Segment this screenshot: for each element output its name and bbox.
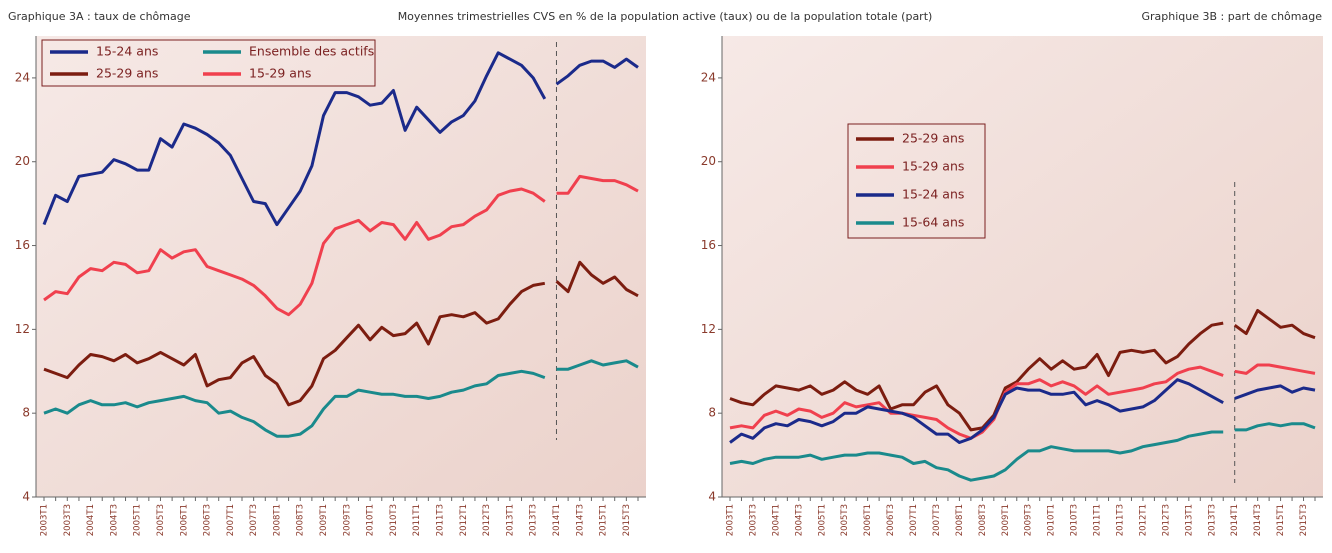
x-tick-label: 2008T1	[955, 504, 965, 536]
series-line	[555, 260, 639, 298]
series-line	[556, 174, 639, 195]
legend-label: 25-29 ans	[96, 66, 158, 81]
legend-box	[847, 123, 986, 239]
y-tick-label: 20	[15, 154, 30, 168]
x-tick-label: 2003T3	[748, 504, 758, 536]
x-tick-label: 2014T3	[575, 504, 585, 536]
series-line	[1234, 422, 1316, 432]
y-tick-label: 4	[22, 490, 30, 504]
x-tick-label: 2011T3	[1116, 504, 1126, 536]
x-tick-label: 2004T3	[109, 504, 119, 536]
y-tick-label: 16	[15, 238, 30, 252]
x-tick-label: 2015T1	[1276, 504, 1286, 536]
legend-label: 15-64 ans	[902, 215, 964, 230]
x-tick-label: 2006T3	[203, 504, 213, 536]
legend-label: Ensemble des actifs	[249, 44, 374, 59]
x-tick-label: 2003T1	[40, 504, 50, 536]
series-line	[43, 369, 546, 438]
x-tick-label: 2014T3	[1253, 504, 1263, 536]
x-tick-label: 2012T3	[482, 504, 492, 536]
x-tick-label: 2012T1	[459, 504, 469, 536]
x-tick-label: 2005T3	[156, 504, 166, 536]
series-line	[556, 359, 639, 371]
series-line	[1234, 363, 1316, 375]
legend-label: 15-29 ans	[902, 159, 964, 174]
x-tick-label: 2005T3	[840, 504, 850, 536]
x-tick-label: 2010T3	[389, 504, 399, 536]
x-tick-label: 2015T3	[622, 504, 632, 536]
x-tick-label: 2003T3	[63, 504, 73, 536]
chart-title: Graphique 3A : taux de chômage	[8, 10, 191, 23]
x-tick-label: 2007T1	[226, 504, 236, 536]
x-tick-label: 2008T1	[272, 504, 282, 536]
x-tick-label: 2007T3	[249, 504, 259, 536]
x-tick-label: 2009T1	[1001, 504, 1011, 536]
plot-area	[722, 36, 1323, 497]
x-tick-label: 2011T1	[1093, 504, 1103, 536]
x-tick-label: 2012T3	[1161, 504, 1171, 536]
y-tick-label: 16	[701, 238, 716, 252]
x-tick-label: 2003T1	[726, 504, 736, 536]
series-line	[555, 57, 639, 86]
legend-label: 15-29 ans	[249, 66, 311, 81]
x-tick-label: 2008T3	[978, 504, 988, 536]
x-tick-label: 2004T1	[86, 504, 96, 536]
x-tick-label: 2005T1	[817, 504, 827, 536]
x-tick-label: 2008T3	[296, 504, 306, 536]
y-tick-label: 12	[701, 322, 716, 336]
y-tick-label: 8	[708, 406, 716, 420]
plot-area	[36, 36, 646, 497]
x-tick-label: 2011T1	[412, 504, 422, 536]
series-line	[1234, 384, 1316, 400]
x-tick-label: 2011T3	[436, 504, 446, 536]
x-tick-label: 2009T3	[1024, 504, 1034, 536]
x-tick-label: 2010T1	[1047, 504, 1057, 536]
series-line	[43, 281, 546, 407]
x-tick-label: 2010T3	[1070, 504, 1080, 536]
y-tick-label: 8	[22, 406, 30, 420]
x-tick-label: 2009T3	[342, 504, 352, 536]
x-tick-label: 2014T1	[552, 504, 562, 536]
subtitle: Moyennes trimestrielles CVS en % de la p…	[398, 10, 933, 23]
x-tick-label: 2015T3	[1299, 504, 1309, 536]
series-line	[729, 321, 1224, 432]
x-tick-label: 2013T3	[529, 504, 539, 536]
x-tick-label: 2013T3	[1207, 504, 1217, 536]
legend-label: 15-24 ans	[96, 44, 158, 59]
y-tick-label: 24	[701, 70, 716, 84]
x-tick-label: 2014T1	[1230, 504, 1240, 536]
series-line	[43, 187, 546, 317]
series-line	[729, 430, 1224, 482]
y-tick-label: 12	[15, 322, 30, 336]
series-line	[1233, 309, 1316, 340]
x-tick-label: 2005T1	[133, 504, 143, 536]
x-tick-label: 2010T1	[366, 504, 376, 536]
x-tick-label: 2004T1	[771, 504, 781, 536]
y-tick-label: 24	[15, 70, 30, 84]
y-tick-label: 4	[708, 490, 716, 504]
x-tick-label: 2007T1	[909, 504, 919, 536]
x-tick-label: 2015T1	[599, 504, 609, 536]
x-tick-label: 2006T3	[886, 504, 896, 536]
legend-box	[41, 39, 376, 87]
legend-label: 15-24 ans	[902, 187, 964, 202]
x-tick-label: 2009T1	[319, 504, 329, 536]
chart-title: Graphique 3B : part de chômage	[1141, 10, 1322, 23]
series-line	[729, 378, 1224, 444]
x-tick-label: 2006T1	[179, 504, 189, 536]
x-tick-label: 2013T1	[505, 504, 515, 536]
x-tick-label: 2013T1	[1184, 504, 1194, 536]
x-tick-label: 2004T3	[794, 504, 804, 536]
x-tick-label: 2007T3	[932, 504, 942, 536]
legend-label: 25-29 ans	[902, 131, 964, 146]
x-tick-label: 2006T1	[863, 504, 873, 536]
x-tick-label: 2012T1	[1138, 504, 1148, 536]
series-line	[42, 51, 547, 227]
y-tick-label: 20	[701, 154, 716, 168]
